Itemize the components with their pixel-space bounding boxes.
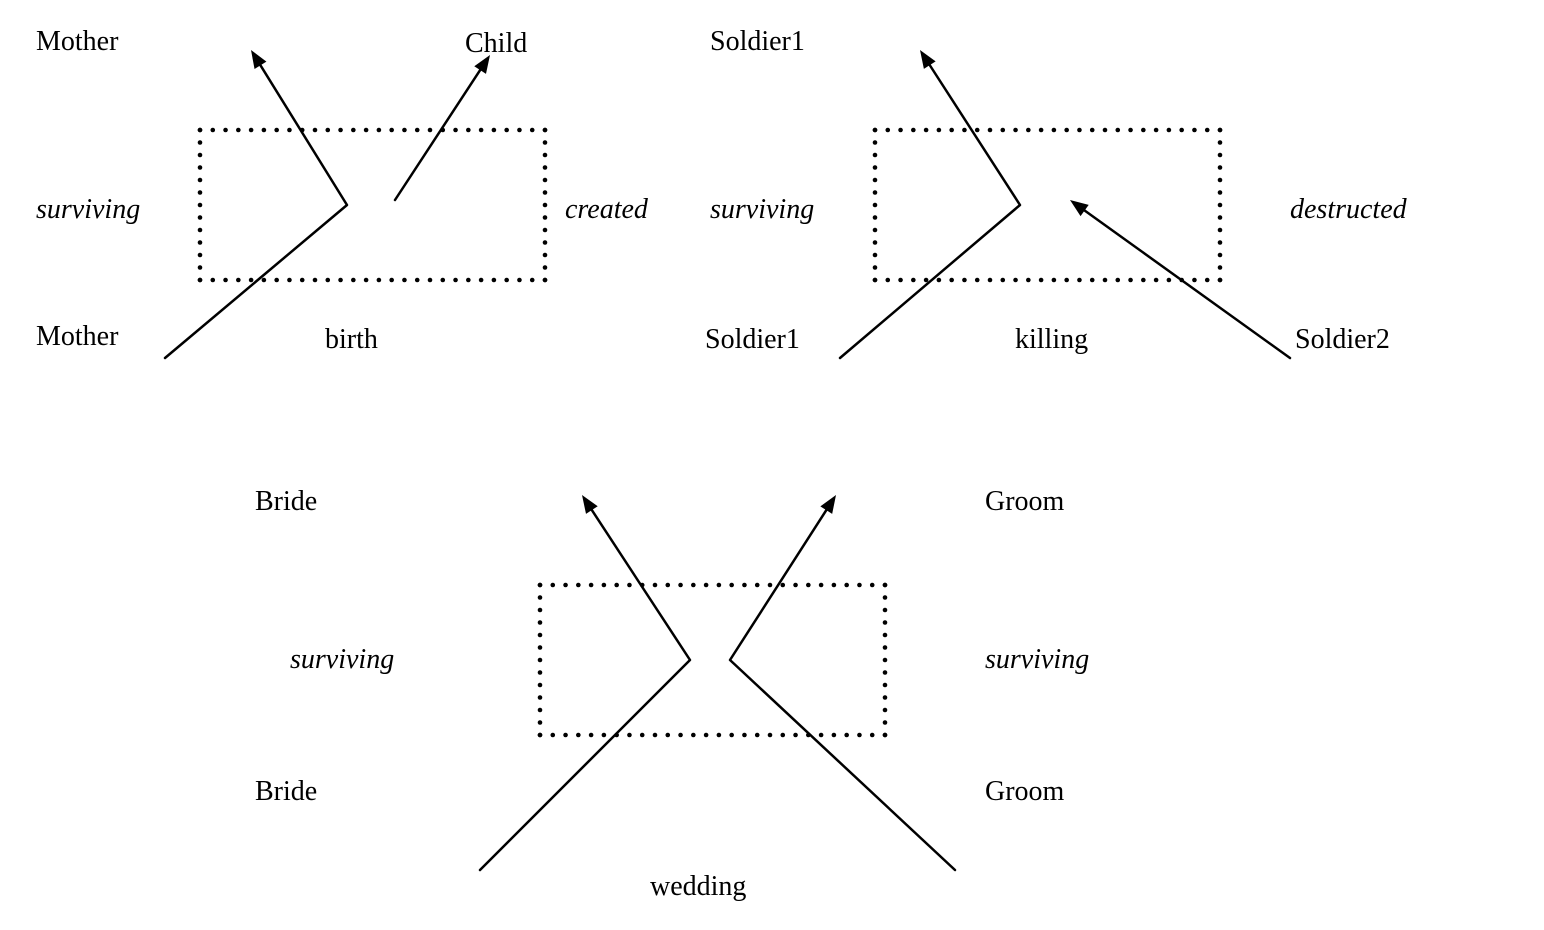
diagram-label: Bride [255,486,317,517]
diagram-label: surviving [985,644,1089,675]
diagram-label: wedding [650,871,746,902]
diagram-label: Groom [985,486,1065,517]
diagram-label: surviving [710,194,814,225]
diagram-label: Mother [36,321,119,352]
diagram-killing [873,128,1223,283]
diagram-canvas: Mother Child surviving created Mother birth So… [0,0,1544,930]
diagram-wedding [538,583,888,738]
diagram-label: killing [1015,324,1088,355]
diagram-label: Bride [255,776,317,807]
diagram-label: Child [465,28,527,59]
diagram-label: Soldier2 [1295,324,1390,355]
diagram-label: surviving [36,194,140,225]
diagram-label: birth [325,324,378,355]
diagram-label: destructed [1290,194,1408,225]
diagram-label: Mother [36,26,119,57]
diagram-birth [198,128,548,283]
diagram-label: Groom [985,776,1065,807]
diagram-label: Soldier1 [705,324,800,355]
diagram-label: created [565,194,649,225]
diagram-label: surviving [290,644,394,675]
diagram-label: Soldier1 [710,26,805,57]
